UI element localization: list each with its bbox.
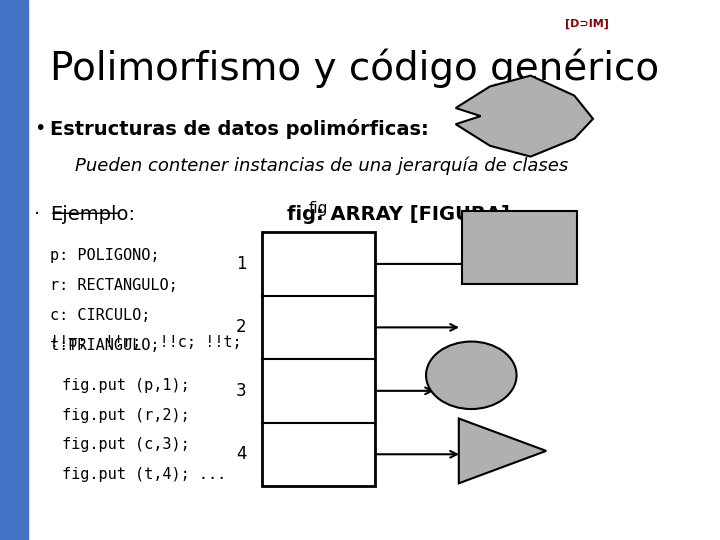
Text: fig.put (t,4); ...: fig.put (t,4); ... [63, 467, 227, 482]
Text: 2: 2 [236, 319, 246, 336]
Text: 1: 1 [236, 255, 246, 273]
Text: Estructuras de datos polimórficas:: Estructuras de datos polimórficas: [50, 119, 428, 139]
Text: ·: · [35, 205, 40, 224]
Text: 4: 4 [236, 446, 246, 463]
Text: c: CIRCULO;: c: CIRCULO; [50, 308, 150, 323]
Text: Pueden contener instancias de una jerarquía de clases: Pueden contener instancias de una jerarq… [75, 157, 568, 175]
Text: fig.put (p,1);: fig.put (p,1); [63, 378, 190, 393]
Text: fig.put (r,2);: fig.put (r,2); [63, 408, 190, 423]
Text: Ejemplo:: Ejemplo: [50, 205, 135, 224]
Text: t:TRIANGULO;: t:TRIANGULO; [50, 338, 159, 353]
Text: !!p;  !!r;  !!c; !!t;: !!p; !!r; !!c; !!t; [50, 335, 242, 350]
Text: •: • [35, 119, 45, 138]
Ellipse shape [426, 342, 516, 409]
Bar [462, 211, 577, 284]
Text: fig: fig [309, 201, 328, 216]
Polygon shape [459, 418, 546, 483]
Text: fig.put (c,3);: fig.put (c,3); [63, 437, 190, 453]
Text: fig: ARRAY [FIGURA]: fig: ARRAY [FIGURA] [287, 205, 510, 224]
Text: p: POLIGONO;: p: POLIGONO; [50, 248, 159, 264]
Text: [D⊃IM]: [D⊃IM] [564, 19, 608, 29]
Text: Polimorfismo y código genérico: Polimorfismo y código genérico [50, 49, 659, 88]
Bar [262, 232, 374, 486]
Text: r: RECTANGULO;: r: RECTANGULO; [50, 278, 178, 293]
Text: 3: 3 [236, 382, 246, 400]
Bar [0, 0, 28, 540]
Polygon shape [456, 76, 593, 157]
